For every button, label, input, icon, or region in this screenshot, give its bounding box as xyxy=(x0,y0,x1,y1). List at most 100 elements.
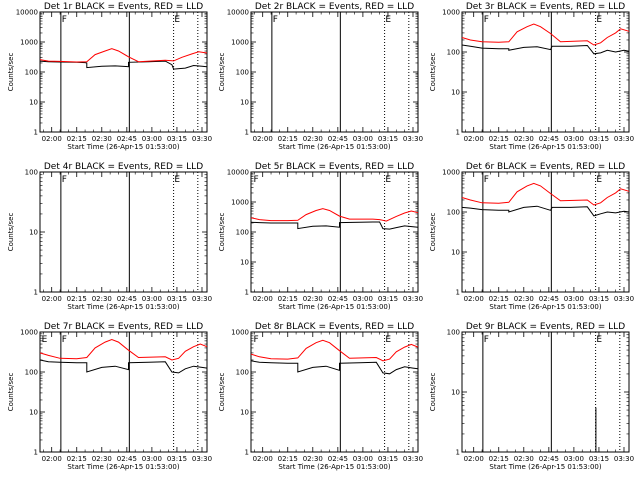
flag-f-label: F xyxy=(254,175,259,185)
y-tick-label: 100 xyxy=(236,69,249,77)
x-tick-label: 02:45 xyxy=(328,295,348,303)
flag-e-label: E xyxy=(174,15,180,25)
series-events-line xyxy=(461,205,630,217)
plot-title: Det 9r BLACK = Events, RED = LLD xyxy=(466,322,625,332)
y-tick-label: 100 xyxy=(236,229,249,237)
detector-plot-7: Det 7r BLACK = Events, RED = LLD 1 10 100 10… xyxy=(7,322,212,471)
x-tick-label: 03:30 xyxy=(614,455,634,463)
y-tick-label: 10 xyxy=(240,99,249,107)
y-tick-label: 10000 xyxy=(16,9,38,17)
plot-title: Det 1r BLACK = Events, RED = LLD xyxy=(44,2,203,12)
x-tick-label: 03:30 xyxy=(192,455,212,463)
flag-e-label: E xyxy=(174,175,180,185)
flag-e-label: E xyxy=(596,335,602,345)
x-tick-label: 02:45 xyxy=(539,295,559,303)
y-axis-label: Counts/sec xyxy=(7,213,15,252)
flag-f-label: F xyxy=(62,15,67,25)
x-tick-label: 02:00 xyxy=(42,135,62,143)
y-tick-label: 1000 xyxy=(20,39,38,47)
x-tick-label: 02:45 xyxy=(117,295,137,303)
y-tick-label: 1000 xyxy=(442,169,460,177)
x-tick-label: 02:00 xyxy=(464,455,484,463)
detector-plot-5: Det 5r BLACK = Events, RED = LLD 1 10 100 10… xyxy=(218,162,423,311)
y-tick-label: 100 xyxy=(447,209,460,217)
x-tick-label: 03:15 xyxy=(167,135,187,143)
x-tick-label: 03:00 xyxy=(353,455,373,463)
x-axis-label: Start Time (26-Apr-15 01:53:00) xyxy=(67,463,179,471)
x-tick-label: 03:00 xyxy=(142,295,162,303)
x-tick-label: 03:15 xyxy=(378,455,398,463)
x-tick-label: 03:15 xyxy=(589,455,609,463)
x-tick-label: 03:30 xyxy=(614,135,634,143)
y-tick-label: 1 xyxy=(456,289,460,297)
x-tick-label: 03:15 xyxy=(589,295,609,303)
y-tick-label: 10 xyxy=(451,89,460,97)
y-tick-label: 10000 xyxy=(227,169,249,177)
y-tick-label: 1 xyxy=(245,129,249,137)
x-tick-label: 02:00 xyxy=(464,295,484,303)
plot-frame xyxy=(39,171,208,293)
x-tick-label: 02:15 xyxy=(67,295,87,303)
x-tick-label: 02:00 xyxy=(464,135,484,143)
y-tick-label: 100 xyxy=(447,49,460,57)
x-tick-label: 03:00 xyxy=(353,135,373,143)
x-tick-label: 02:30 xyxy=(303,455,323,463)
detector-plot-3: Det 3r BLACK = Events, RED = LLD 1 10 100 10… xyxy=(429,2,634,151)
y-tick-label: 100 xyxy=(25,369,38,377)
x-tick-label: 03:15 xyxy=(589,135,609,143)
x-tick-label: 02:00 xyxy=(42,295,62,303)
x-tick-label: 03:30 xyxy=(614,295,634,303)
y-tick-label: 10 xyxy=(451,249,460,257)
y-tick-label: 1 xyxy=(34,449,38,457)
x-tick-label: 02:00 xyxy=(42,455,62,463)
y-tick-label: 10 xyxy=(240,409,249,417)
x-tick-label: 02:15 xyxy=(278,455,298,463)
flag-e-label: E xyxy=(42,335,48,345)
y-tick-label: 1 xyxy=(245,289,249,297)
x-tick-label: 02:30 xyxy=(92,135,112,143)
x-tick-label: 02:30 xyxy=(303,135,323,143)
x-tick-label: 02:15 xyxy=(489,295,509,303)
x-tick-label: 02:45 xyxy=(117,455,137,463)
series-lld-line xyxy=(39,338,208,361)
x-axis-label: Start Time (26-Apr-15 01:53:00) xyxy=(489,143,601,151)
flag-f-label: F xyxy=(254,335,259,345)
flag-e-label: E xyxy=(385,15,391,25)
flag-e-label: E xyxy=(385,335,391,345)
x-tick-label: 02:45 xyxy=(328,135,348,143)
detector-plot-8: Det 8r BLACK = Events, RED = LLD 1 10 100 10… xyxy=(218,322,423,471)
y-tick-label: 10 xyxy=(29,99,38,107)
x-tick-label: 02:30 xyxy=(514,135,534,143)
x-tick-label: 03:30 xyxy=(192,135,212,143)
y-tick-label: 10 xyxy=(451,389,460,397)
x-tick-label: 02:30 xyxy=(514,455,534,463)
y-tick-label: 1000 xyxy=(231,329,249,337)
x-tick-label: 02:00 xyxy=(253,135,273,143)
x-tick-label: 03:00 xyxy=(564,295,584,303)
x-tick-label: 02:15 xyxy=(67,135,87,143)
plot-title: Det 6r BLACK = Events, RED = LLD xyxy=(466,162,625,172)
y-axis-label: Counts/sec xyxy=(7,53,15,92)
y-axis-label: Counts/sec xyxy=(429,373,437,412)
plot-frame xyxy=(461,331,630,453)
x-tick-label: 02:15 xyxy=(489,135,509,143)
x-tick-label: 03:00 xyxy=(142,135,162,143)
x-tick-label: 02:45 xyxy=(117,135,137,143)
y-tick-label: 1 xyxy=(456,449,460,457)
series-lld-line xyxy=(39,48,208,63)
series-events-line xyxy=(250,221,419,230)
plot-title: Det 4r BLACK = Events, RED = LLD xyxy=(44,162,203,172)
x-tick-label: 02:15 xyxy=(489,455,509,463)
y-axis-label: Counts/sec xyxy=(218,53,226,92)
x-axis-label: Start Time (26-Apr-15 01:53:00) xyxy=(67,143,179,151)
y-axis-label: Counts/sec xyxy=(218,213,226,252)
y-tick-label: 100 xyxy=(236,369,249,377)
x-tick-label: 03:30 xyxy=(403,135,423,143)
y-axis-label: Counts/sec xyxy=(218,373,226,412)
x-tick-label: 02:00 xyxy=(253,455,273,463)
x-tick-label: 03:00 xyxy=(353,295,373,303)
x-tick-label: 03:30 xyxy=(403,295,423,303)
y-tick-label: 1 xyxy=(456,129,460,137)
flag-e-label: E xyxy=(385,175,391,185)
x-tick-label: 02:30 xyxy=(514,295,534,303)
